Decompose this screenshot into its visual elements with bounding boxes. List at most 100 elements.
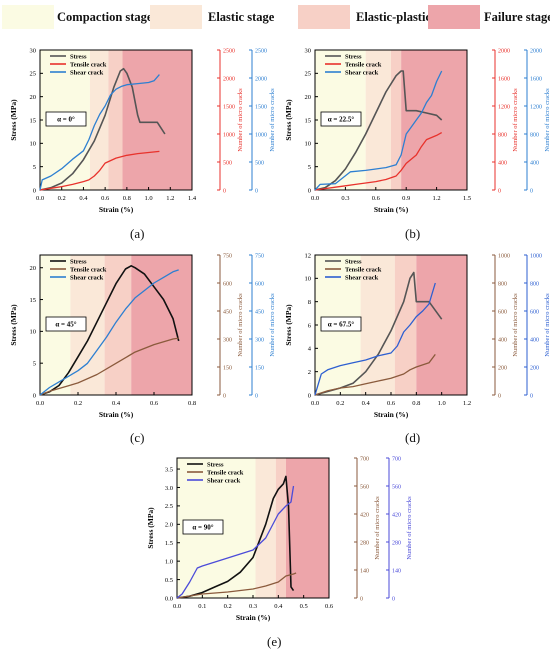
compaction-stage-label: Compaction stage: [57, 10, 153, 24]
x-tick-label: 0.2: [58, 195, 66, 202]
legend-label: Shear crack: [345, 70, 379, 77]
stress-line: [176, 475, 295, 599]
y-tick-label: 30: [305, 47, 312, 54]
x-tick-label: 0.5: [300, 603, 308, 610]
x-tick-label: 0.6: [150, 400, 159, 407]
y2-tick-label: 0: [223, 393, 226, 399]
y-tick-label: 20: [30, 265, 37, 272]
y2-tick-label: 450: [223, 309, 232, 315]
compaction-stage-swatch: [2, 5, 54, 29]
y2-tick-label: 1000: [498, 253, 510, 259]
y3-tick-label: 500: [255, 160, 264, 166]
x-tick-label: 0.8: [188, 400, 196, 407]
y3-tick-label: 1200: [530, 104, 542, 110]
y2-axis-label: Number of micro cracks: [374, 496, 381, 560]
y-tick-label: 20: [305, 94, 312, 101]
stage-band: [394, 255, 417, 395]
y-axis-label: Stress (MPa): [284, 99, 293, 141]
legend-label: Tensile crack: [207, 470, 244, 477]
chart-b: 0.0 0.3 0.6 0.9 1.2 1.5 Strain (%) 0 5 10 15 20 25 30…: [284, 47, 550, 214]
y3-tick-label: 140: [392, 568, 401, 574]
y2-tick-label: 1000: [223, 132, 235, 138]
angle-box: [320, 316, 362, 332]
y3-tick-label: 420: [392, 512, 401, 518]
stage-band: [416, 255, 467, 395]
y-tick-label: 10: [305, 276, 312, 283]
x-axis-label: Strain (%): [374, 410, 409, 419]
y-tick-label: 4: [308, 346, 312, 353]
y-tick-label: 8: [308, 299, 311, 306]
y2-tick-label: 560: [360, 484, 369, 490]
y-tick-label: 2.0: [165, 522, 173, 529]
x-tick-label: 0.6: [372, 195, 381, 202]
y2-tick-label: 1500: [223, 104, 235, 110]
stress-line: [39, 67, 166, 191]
y2-tick-label: 600: [223, 281, 232, 287]
stage-band: [365, 50, 391, 190]
legend-label: Stress: [207, 462, 224, 469]
y3-tick-label: 2500: [255, 48, 267, 54]
y-tick-label: 0: [308, 392, 311, 399]
y-tick-label: 0.0: [165, 595, 173, 602]
legend-label: Tensile crack: [70, 62, 107, 69]
stage-band: [104, 255, 132, 395]
stage-band: [401, 50, 467, 190]
stage-band: [122, 50, 192, 190]
y3-tick-label: 800: [530, 281, 539, 287]
y3-tick-label: 700: [392, 456, 401, 462]
angle-label: α = 0°: [57, 116, 75, 124]
y-tick-label: 25: [305, 71, 312, 78]
chart-c: 0.0 0.2 0.4 0.6 0.8 Strain (%) 0 5 10 15 20 Stress …: [9, 253, 276, 419]
angle-box: [320, 111, 362, 127]
y3-tick-label: 0: [530, 188, 533, 194]
y-tick-label: 15: [30, 297, 37, 304]
y3-axis-label: Number of micro cracks: [544, 293, 550, 357]
x-tick-label: 0.0: [311, 195, 319, 202]
stage-band: [285, 458, 329, 598]
y2-axis-label: Number of micro cracks: [512, 293, 519, 357]
y-tick-label: 30: [30, 47, 37, 54]
y2-tick-label: 0: [223, 188, 226, 194]
y-tick-label: 5: [33, 164, 36, 171]
y3-tick-label: 0: [255, 393, 258, 399]
y2-tick-label: 400: [498, 337, 507, 343]
y3-tick-label: 0: [392, 596, 395, 602]
angle-label: α = 22.5°: [328, 116, 355, 124]
x-tick-label: 1.0: [145, 195, 153, 202]
y2-tick-label: 0: [498, 393, 501, 399]
x-tick-label: 0.3: [341, 195, 349, 202]
y3-tick-label: 280: [392, 540, 401, 546]
y2-tick-label: 700: [360, 456, 369, 462]
shear-crack-line: [39, 269, 179, 396]
y-tick-label: 3.5: [165, 466, 173, 473]
y-tick-label: 1.0: [165, 558, 173, 565]
y3-tick-label: 400: [530, 160, 539, 166]
y2-tick-label: 800: [498, 132, 507, 138]
y-tick-label: 6: [308, 322, 312, 329]
x-tick-label: 0.3: [249, 603, 257, 610]
failure-stage-swatch: [428, 5, 480, 29]
x-tick-label: 0.2: [224, 603, 232, 610]
x-tick-label: 0.2: [74, 400, 82, 407]
stage-band: [108, 50, 123, 190]
x-tick-label: 0.0: [36, 195, 44, 202]
y-tick-label: 15: [305, 117, 312, 124]
legend-label: Tensile crack: [70, 267, 107, 274]
y2-tick-label: 0: [498, 188, 501, 194]
legend-label: Stress: [345, 54, 362, 61]
angle-box: [182, 519, 224, 535]
y2-tick-label: 750: [223, 253, 232, 259]
stress-line: [39, 264, 180, 396]
x-tick-label: 1.5: [463, 195, 471, 202]
elastic-stage-swatch: [150, 5, 202, 29]
y-axis-label: Stress (MPa): [146, 507, 155, 549]
y3-tick-label: 750: [255, 253, 264, 259]
tensile-crack-line: [39, 337, 179, 396]
x-tick-label: 0.0: [36, 400, 44, 407]
y3-tick-label: 0: [255, 188, 258, 194]
y2-tick-label: 1200: [498, 104, 510, 110]
y-tick-label: 20: [30, 94, 37, 101]
y3-tick-label: 1000: [255, 132, 267, 138]
y3-axis-label: Number of micro cracks: [269, 293, 276, 357]
caption-c: (c): [130, 430, 145, 445]
